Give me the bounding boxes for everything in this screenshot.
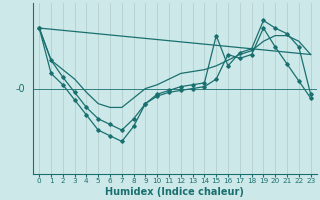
X-axis label: Humidex (Indice chaleur): Humidex (Indice chaleur) <box>106 187 244 197</box>
Text: -0: -0 <box>15 84 25 94</box>
